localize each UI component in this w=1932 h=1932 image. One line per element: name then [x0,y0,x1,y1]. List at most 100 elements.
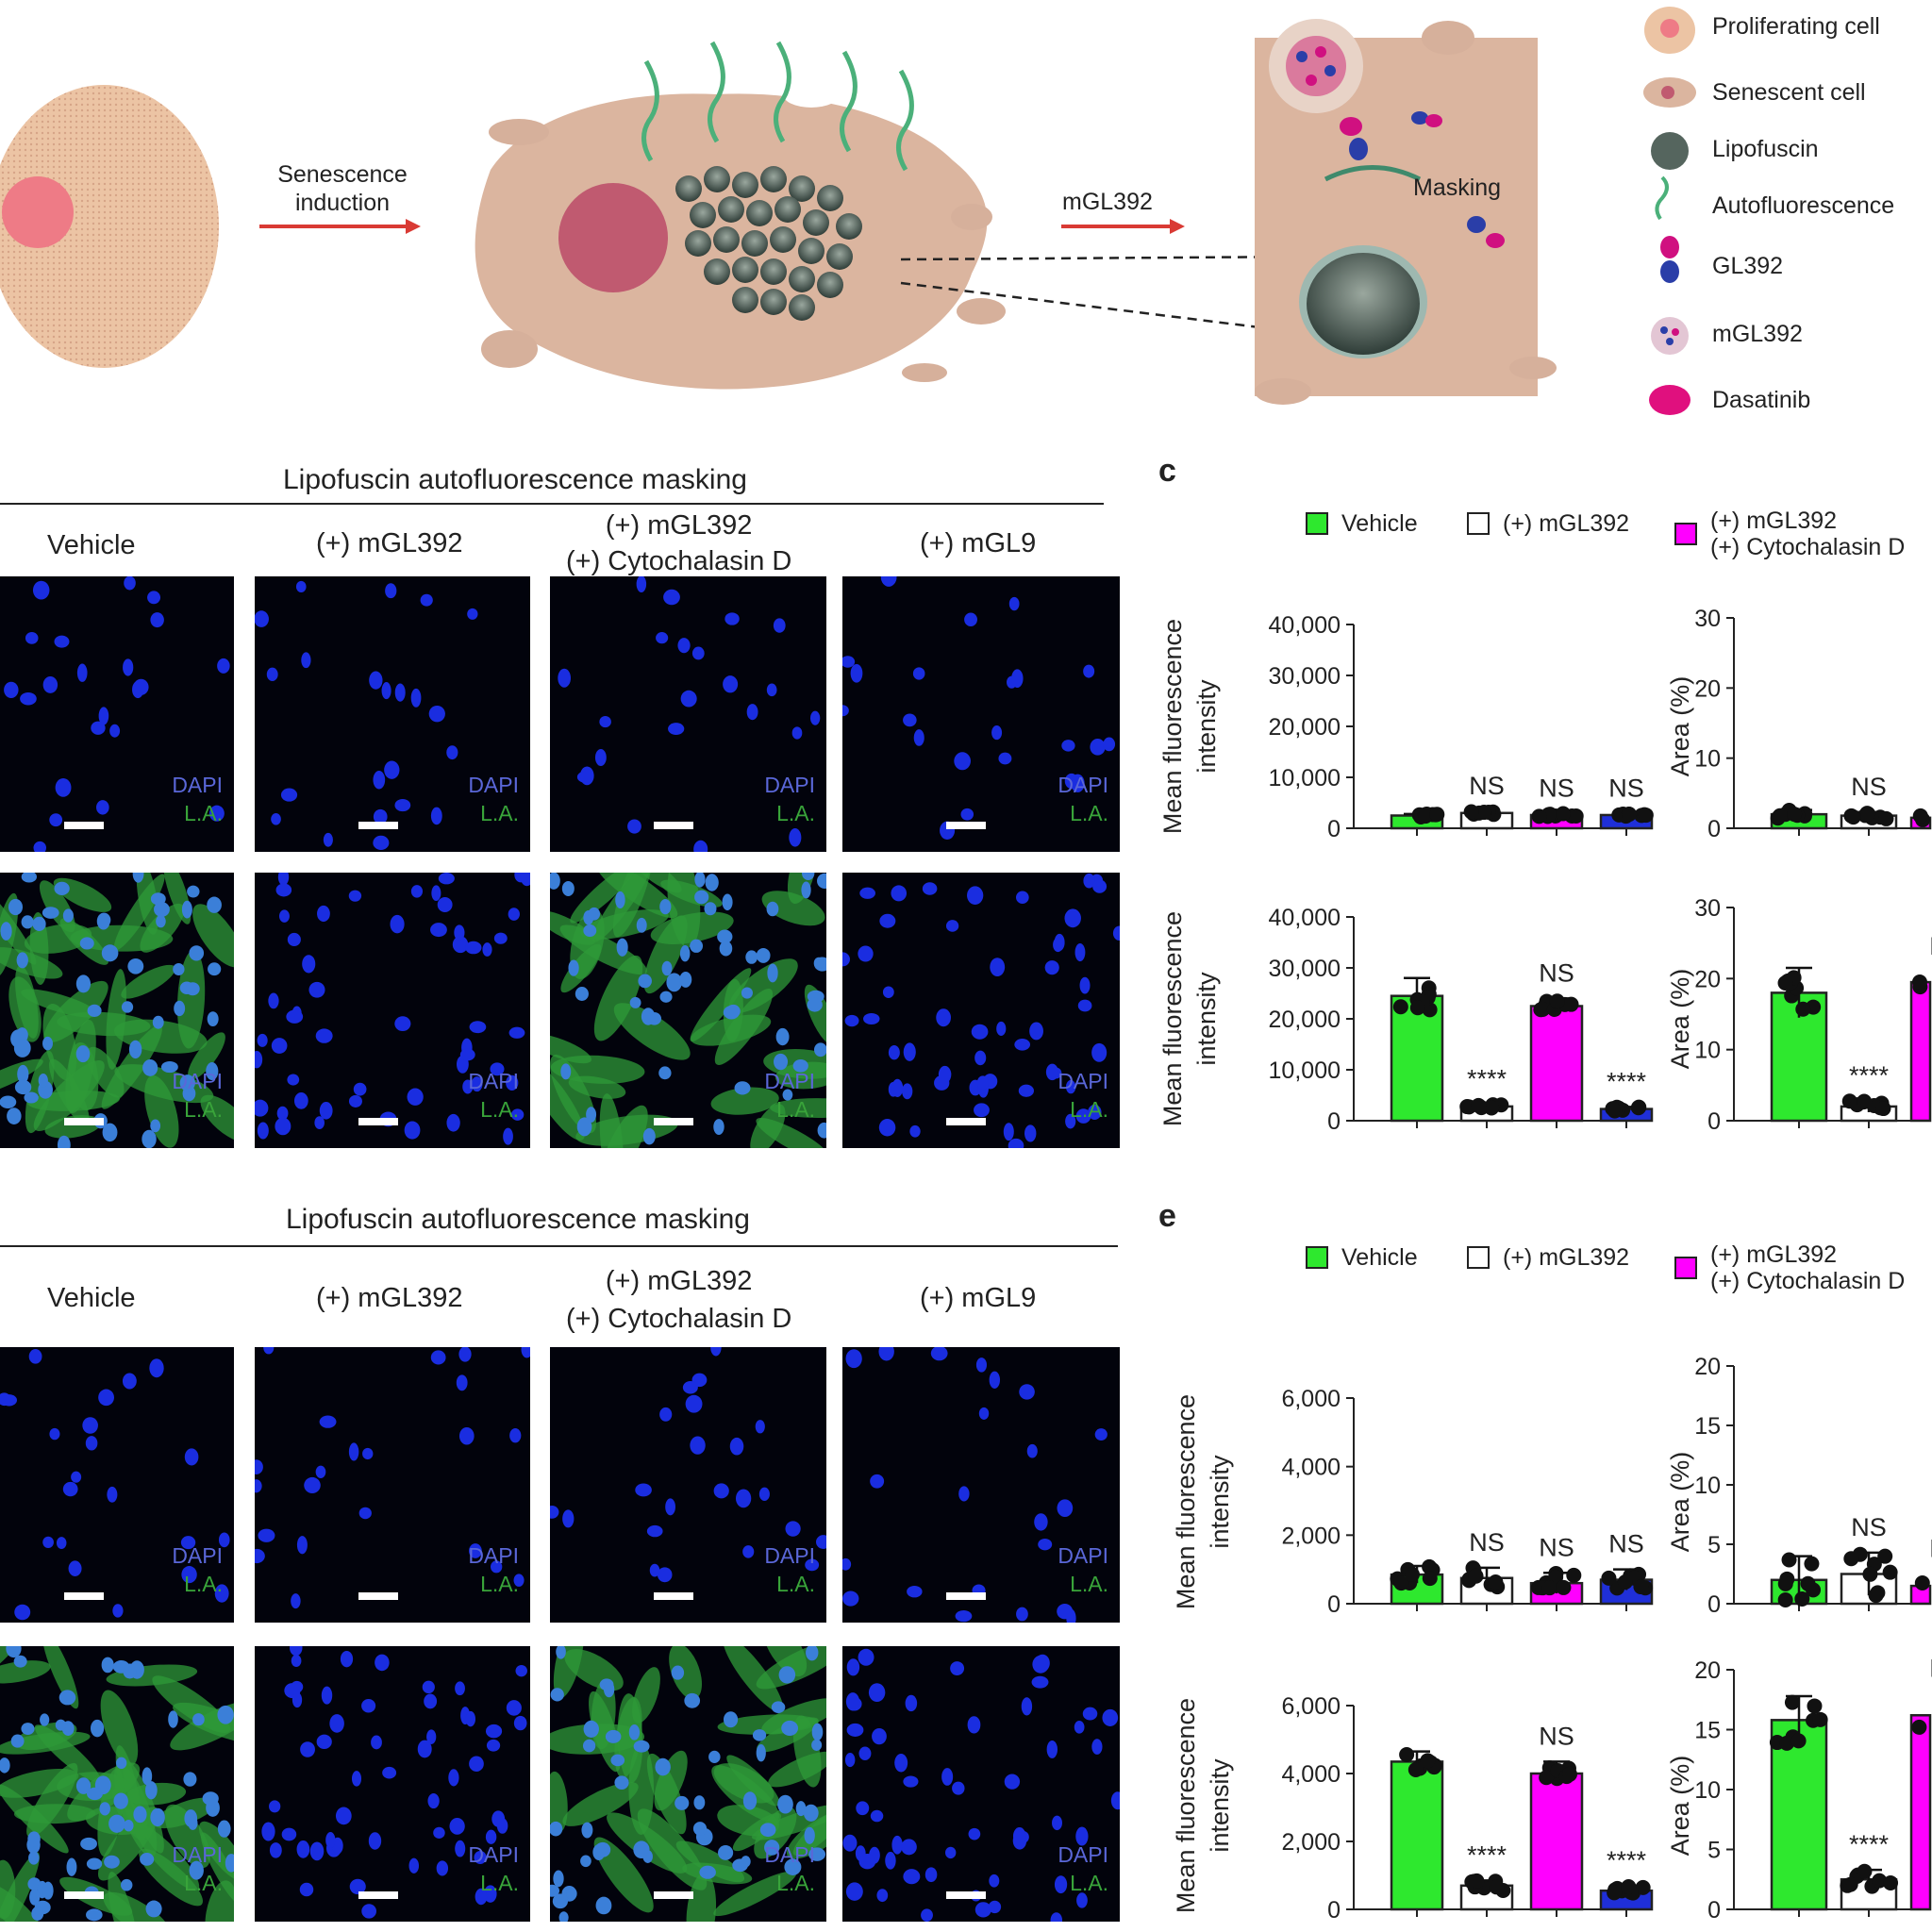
significance-label: NS [1539,1533,1574,1561]
micrograph-b-r2-c1: DAPI L.A. [0,873,234,1148]
chart-e-mfi-bottom: 0 2,000 4,000 6,000 Mean fluorescence intensi… [1172,1693,1654,1924]
arrow1-label-line1: Senescence [277,161,408,188]
bar [1529,1005,1584,1123]
mgl392-icon [1651,317,1689,355]
scale-bar [654,1592,693,1600]
legend-swatch [1467,1246,1490,1269]
lipofuscin-icon [1651,132,1689,170]
micrograph-d-r2-c2: DAPI L.A. [255,1646,530,1922]
micrograph-b-r2-c2: DAPI L.A. [255,873,530,1148]
dapi-label: DAPI [468,773,519,797]
y-tick-label: 0 [1327,1108,1341,1135]
micrograph-d-r1-c2: DAPI L.A. [255,1347,530,1623]
scale-bar [358,1118,398,1125]
data-point [1404,1567,1420,1583]
data-point [1914,1574,1930,1591]
la-label: L.A. [1070,1572,1108,1596]
panel-d-col-vehicle: Vehicle [47,1283,136,1313]
data-point [1399,1747,1415,1763]
y-tick-label: 6,000 [1281,1386,1341,1412]
data-point [1420,1753,1436,1769]
micrograph-b-r2-c4: DAPI L.A. [842,873,1120,1148]
micrograph-b-r1-c2: DAPI L.A. [255,576,530,852]
data-point [1422,1571,1438,1587]
data-point [1563,996,1579,1012]
y-tick-label: 4,000 [1281,1455,1341,1481]
data-point [1877,1548,1893,1564]
masking-label: Masking [1413,175,1502,201]
la-label: L.A. [1070,801,1108,825]
significance-label: NS [1539,958,1574,987]
autofluorescence-icon [1655,175,1669,221]
data-point [1784,1694,1800,1710]
data-point [1807,1698,1823,1714]
y-axis-label: Area (%) [1666,1452,1694,1553]
significance-label: **** [1849,1830,1890,1858]
legend-text: Vehicle [1341,1244,1418,1271]
legend-icon-strip [1643,7,1696,415]
panel_c-legend-item-1: Vehicle [1306,509,1418,538]
data-point [1422,1558,1438,1574]
chart-e-area-top: 0 5 10 15 20 Area (%) NS N [1666,1354,1932,1618]
legend-label-proliferating-cell: Proliferating cell [1712,13,1880,40]
y-tick-label: 4,000 [1281,1761,1341,1788]
y-tick-label: 0 [1707,816,1721,842]
significance-label: **** [1607,1846,1647,1874]
y-tick-label: 20 [1694,1657,1721,1684]
dapi-label: DAPI [1058,773,1108,797]
bar [1909,980,1932,1123]
legend-text: (+) mGL392 [1503,510,1630,537]
data-point [1469,1873,1485,1889]
data-point [1868,1588,1884,1604]
micrograph-channel-labels: DAPI L.A. [172,1840,223,1897]
scale-bar [358,822,398,829]
micrograph-d-r1-c3: DAPI L.A. [550,1347,826,1623]
micrograph-d-r2-c4: DAPI L.A. [842,1646,1120,1922]
y-tick-label: 30 [1694,895,1721,922]
y-axis-label: Mean fluorescence [1172,1698,1200,1913]
data-point [1790,1733,1807,1749]
legend-swatch [1467,512,1490,535]
data-point [1484,1100,1500,1116]
scale-bar [654,822,693,829]
data-point [1617,1574,1633,1591]
micrograph-b-r1-c1: DAPI L.A. [0,576,234,852]
dapi-label: DAPI [172,773,223,797]
dapi-label: DAPI [1058,1069,1108,1093]
data-point [1607,1885,1623,1901]
legend-swatch [1674,1257,1697,1279]
chart-c-area-top: 0 10 20 30 Area (%) NS [1666,606,1932,842]
y-tick-label: 2,000 [1281,1829,1341,1856]
data-point [1777,974,1793,991]
data-point [1489,1879,1505,1895]
data-point [1882,1564,1898,1580]
panel_c-legend-item-3: (+) mGL392 (+) Cytochalasin D [1674,508,1905,560]
dapi-label: DAPI [468,1842,519,1867]
micrograph-channel-labels: DAPI L.A. [1058,1840,1108,1897]
panel-c-letter: c [1158,453,1176,489]
legend-swatch [1306,512,1328,535]
panel-b-col-vehicle: Vehicle [47,530,136,560]
dapi-label: DAPI [764,1842,815,1867]
y-axis-label: Mean fluorescence [1158,619,1187,834]
data-point [1601,1570,1617,1586]
y-tick-label: 6,000 [1281,1693,1341,1720]
data-point [1857,1863,1873,1879]
data-point [1468,1568,1484,1584]
micrograph-channel-labels: DAPI L.A. [764,1541,815,1598]
proliferating-cell-drawing [0,85,219,368]
chart-c-area-bottom: 0 10 20 30 Area (%) **** N [1666,895,1932,1135]
panel_e-legend-item-3: (+) mGL392 (+) Cytochalasin D [1674,1241,1905,1294]
la-label: L.A. [776,1871,815,1895]
data-point [1862,1566,1878,1582]
panel-b-col-mgl392-cytod: (+) mGL392 (+) Cytochalasin D [566,508,791,579]
data-point [1393,1575,1409,1591]
y-axis-label: intensity [1192,679,1221,774]
la-label: L.A. [184,1097,223,1122]
scale-bar [358,1891,398,1899]
y-tick-label: 40,000 [1269,905,1341,931]
data-point [1392,999,1408,1015]
data-point [1621,1879,1637,1895]
data-point [1795,1001,1811,1017]
y-tick-label: 40,000 [1269,612,1341,639]
